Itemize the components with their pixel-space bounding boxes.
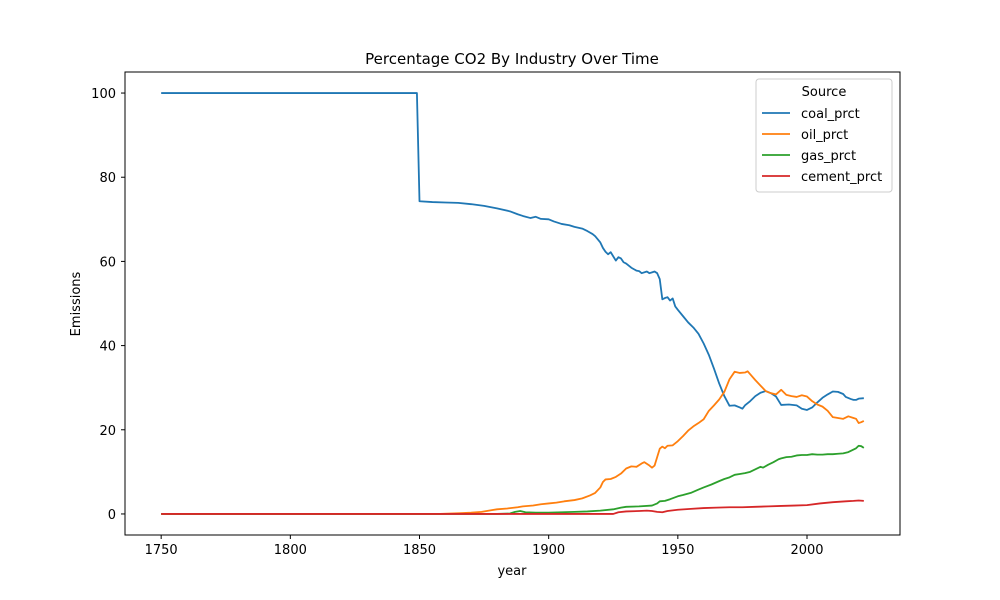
series-layer [161,92,865,515]
x-axis-label: year [497,564,527,579]
legend-label-oil-prct: oil_prct [801,128,848,143]
legend-box [755,78,893,193]
y-tick-label: 20 [99,424,116,439]
legend-label-cement-prct: cement_prct [801,170,882,185]
legend-label-gas-prct: gas_prct [801,149,856,164]
series-line-coal-prct [161,92,864,411]
x-tick-label: 1800 [274,543,307,558]
x-tick-label: 1900 [532,543,565,558]
y-tick-label: 80 [99,171,116,186]
legend-entries: coal_prct oil_prct gas_prct cement_prct [762,107,882,185]
x-tick-label: 1950 [661,543,694,558]
x-tick-label: 1850 [403,543,436,558]
x-axis: 1750 1800 1850 1900 1950 2000 [145,535,824,558]
x-tick-label: 1750 [145,543,178,558]
y-tick-label: 100 [91,87,116,102]
y-tick-label: 60 [99,255,116,270]
y-tick-label: 0 [108,508,116,523]
series-line-cement-prct [161,499,864,515]
series-line-oil-prct [161,370,865,515]
legend: Source coal_prct oil_prct gas_prct cement_p… [755,78,893,193]
legend-title: Source [802,85,847,100]
chart-title: Percentage CO2 By Industry Over Time [365,50,659,68]
y-axis: 0 20 40 60 80 100 [91,87,125,523]
x-tick-label: 2000 [790,543,823,558]
plot-frame [124,71,901,536]
legend-label-coal-prct: coal_prct [801,107,860,122]
y-tick-label: 40 [99,340,116,355]
y-axis-label: Emissions [69,271,84,336]
series-line-gas-prct [161,444,865,515]
